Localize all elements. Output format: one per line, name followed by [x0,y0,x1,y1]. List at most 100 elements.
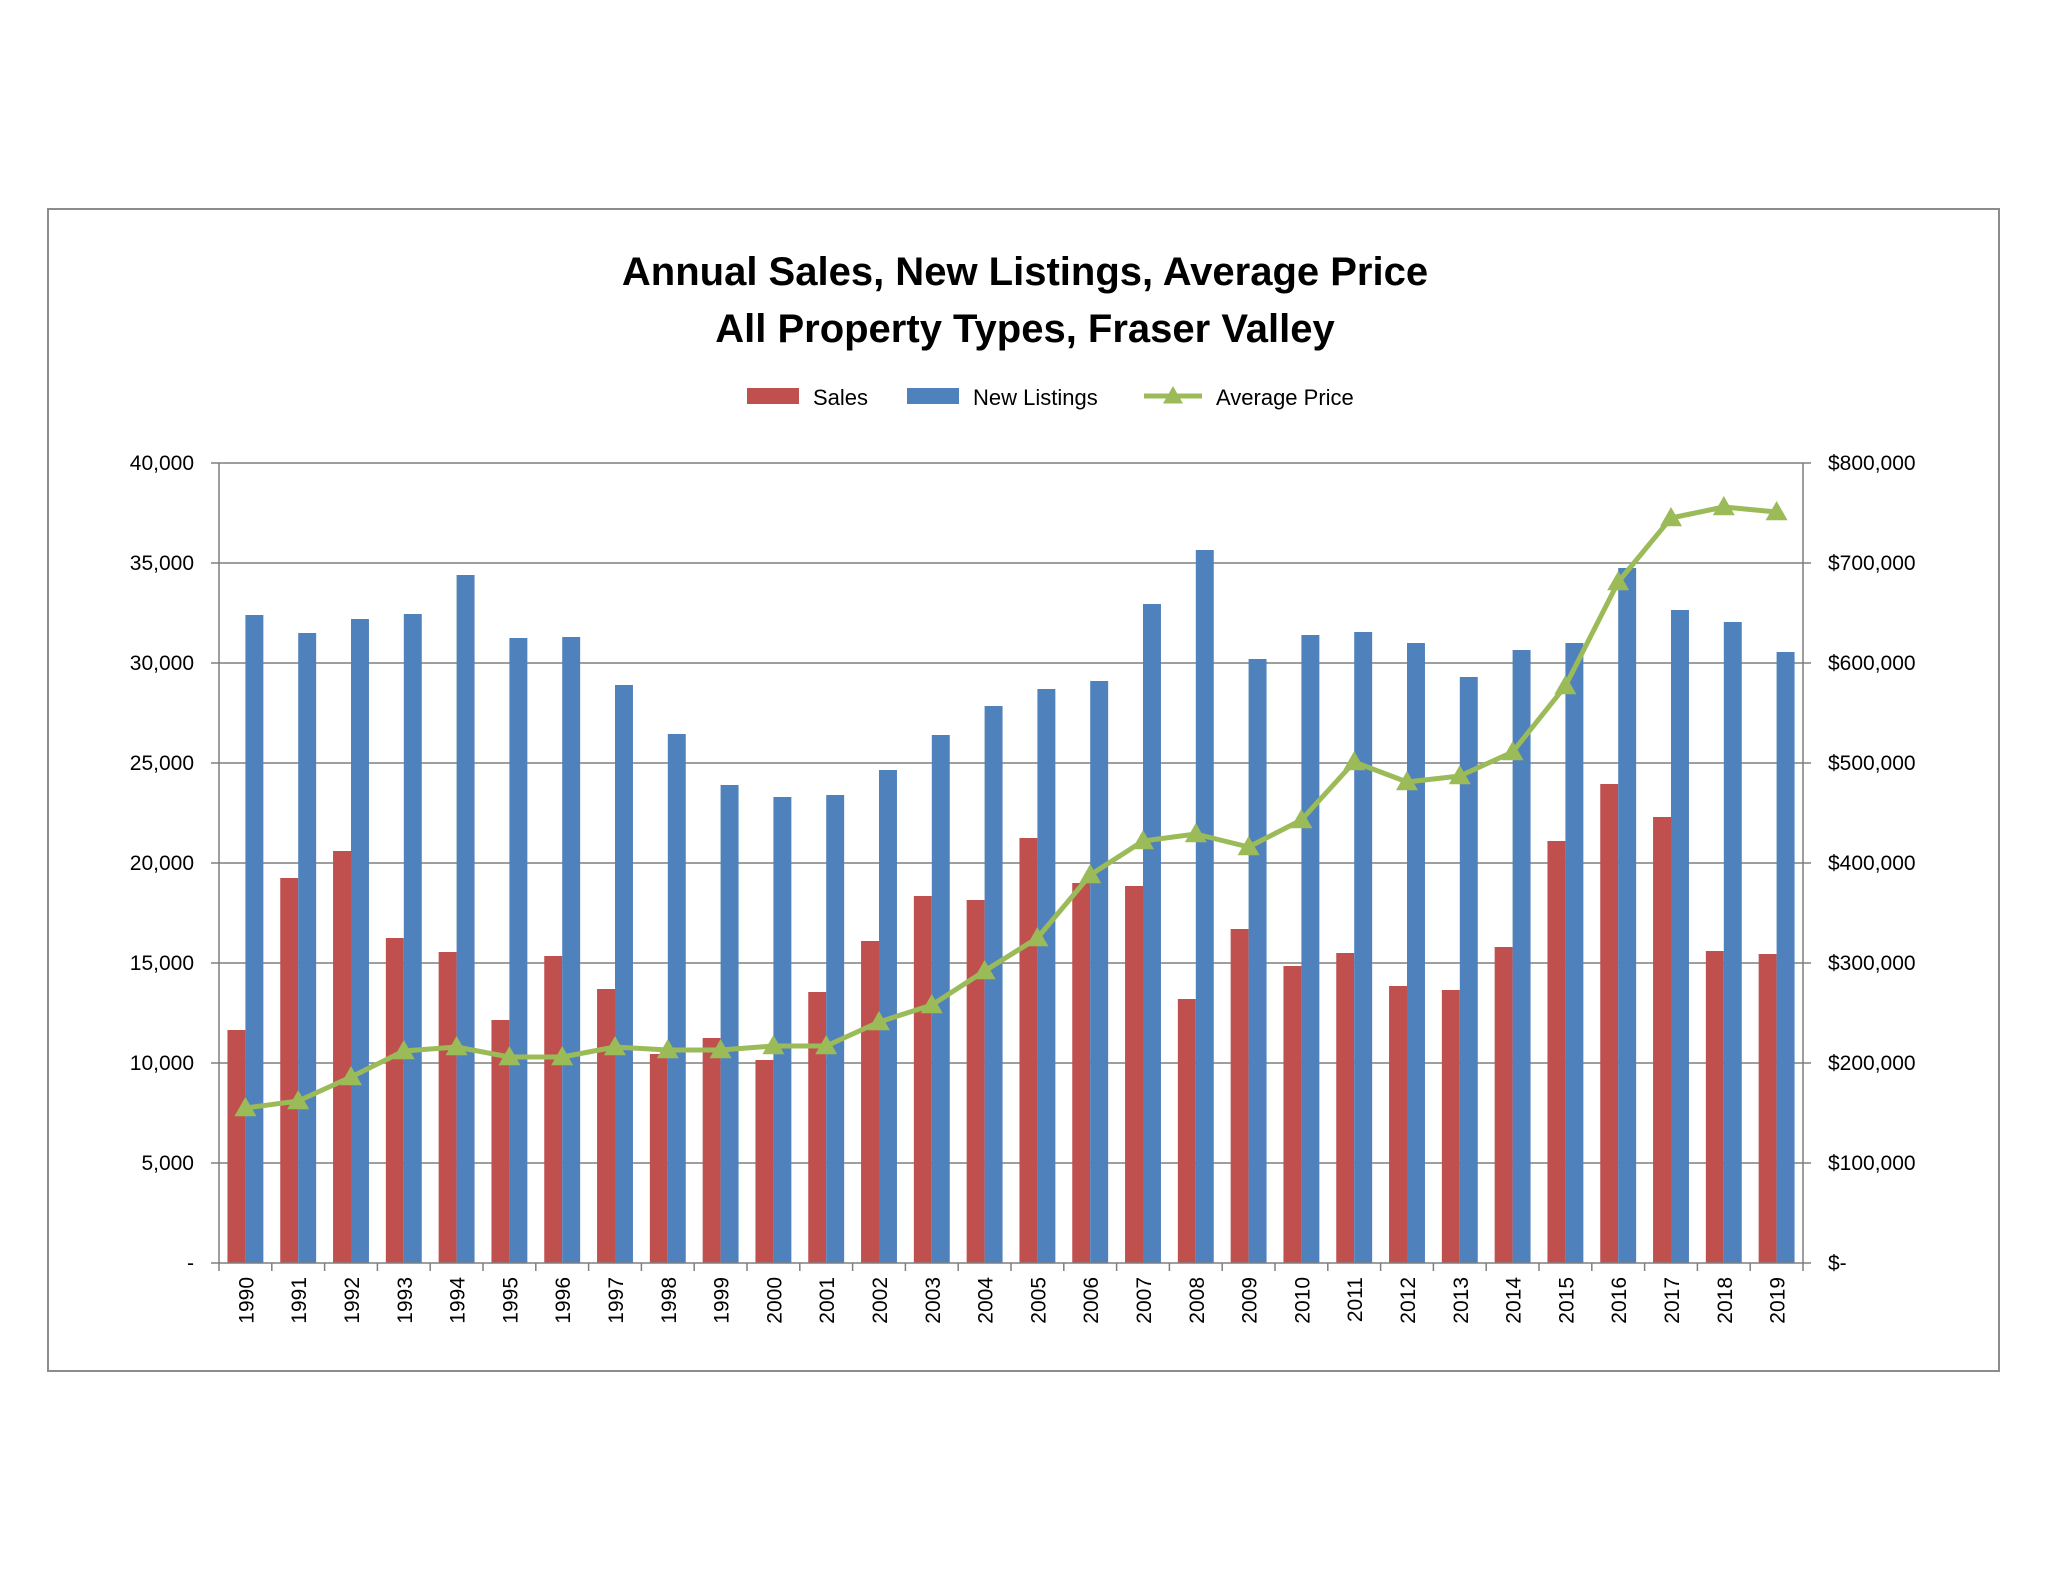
marker-average-price [604,1036,626,1056]
left-axis-tick-label: 30,000 [130,652,194,675]
x-axis-tick-label: 1990 [235,1277,258,1324]
bar-sales [913,896,932,1263]
marker-average-price [445,1036,468,1056]
bar-sales [1758,954,1777,1263]
right-axis-tick-label: $400,000 [1828,852,1916,875]
bar-new-listings [667,734,686,1263]
marker-average-price [1396,771,1418,791]
right-axis-tick-label: $500,000 [1828,752,1916,775]
bar-sales [438,952,457,1263]
marker-average-price [1184,823,1207,843]
marker-average-price [1448,765,1471,785]
bar-new-listings [1090,681,1109,1263]
bar-sales [1547,841,1566,1263]
x-axis-tick-label: 1997 [605,1277,628,1324]
bar-sales [1019,838,1038,1263]
x-axis-tick-label: 1995 [499,1277,522,1324]
left-axis-tick-label: 15,000 [130,952,194,975]
bar-new-listings [1671,610,1689,1263]
bar-sales [1177,999,1196,1263]
marker-average-price [498,1046,521,1066]
x-axis-tick-label: 2016 [1608,1277,1631,1324]
marker-average-price [1343,751,1366,771]
bar-sales [385,938,404,1263]
right-axis-tick-label: $800,000 [1828,452,1916,475]
bar-new-listings [1723,622,1742,1263]
bar-new-listings [615,685,633,1263]
bar-new-listings [1565,643,1584,1263]
bar-new-listings [1143,604,1161,1263]
bar-new-listings [984,706,1003,1263]
legend: Sales New Listings Average Price [747,385,1354,410]
right-axis-tick-label: $300,000 [1828,952,1916,975]
right-axis-tick-label: $700,000 [1828,552,1916,575]
marker-average-price [1290,809,1313,829]
bar-sales [280,878,299,1263]
bar-new-listings [1776,652,1795,1263]
bar-sales [1125,886,1143,1263]
bar-new-listings [509,638,528,1263]
left-axis-tick-label: 10,000 [130,1052,194,1075]
chart-title: Annual Sales, New Listings, Average Pric… [622,250,1428,294]
bar-sales [1072,883,1091,1263]
bar-new-listings [1407,643,1425,1263]
bar-new-listings [826,795,845,1263]
bar-sales [227,1030,246,1263]
x-axis-tick-label: 2017 [1661,1277,1684,1324]
x-axis-tick-label: 2007 [1133,1277,1156,1324]
marker-average-price [920,994,943,1014]
bar-sales [1336,953,1355,1263]
x-axis-tick-label: 2012 [1397,1277,1420,1324]
bar-sales [755,1060,774,1263]
marker-average-price [868,1011,890,1031]
legend-label-new-listings: New Listings [973,385,1098,410]
bar-new-listings [1354,632,1373,1263]
bar-sales [1653,817,1671,1263]
bar-new-listings [562,637,581,1263]
marker-average-price [392,1040,415,1060]
chart-frame: Annual Sales, New Listings, Average Pric… [47,208,2000,1372]
x-axis-tick-label: 1996 [552,1277,575,1324]
x-axis-tick-label: 2013 [1450,1277,1473,1324]
marker-average-price [340,1066,362,1086]
bar-sales [966,900,985,1263]
bar-new-listings [720,785,739,1263]
bar-new-listings [1037,689,1056,1263]
bar-sales [333,851,351,1263]
bar-new-listings [351,619,369,1263]
legend-swatch-new-listings [907,388,959,404]
bar-new-listings [773,797,792,1263]
right-axis-tick-label: $200,000 [1828,1052,1916,1075]
marker-average-price [1765,501,1788,521]
left-axis-tick-label: 5,000 [141,1152,194,1175]
bar-sales [1441,990,1460,1263]
x-axis-tick-label: 2019 [1767,1277,1790,1324]
marker-average-price [1554,675,1577,695]
left-axis-tick-label: - [187,1252,194,1275]
marker-average-price [1237,836,1260,856]
bar-sales [1283,966,1302,1263]
bar-sales [1230,929,1249,1263]
bar-sales [861,941,879,1263]
bar-new-listings [1248,659,1267,1263]
legend-label-sales: Sales [813,385,868,410]
right-axis-tick-label: $- [1828,1252,1847,1275]
left-axis-tick-label: 40,000 [130,452,194,475]
bar-new-listings [456,575,475,1263]
marker-average-price [709,1039,732,1059]
x-axis-tick-label: 2018 [1714,1277,1737,1324]
bar-sales [544,956,563,1263]
x-axis-tick-label: 2010 [1291,1277,1314,1324]
bar-sales [597,989,615,1263]
x-axis-tick-label: 2005 [1027,1277,1050,1324]
x-axis-tick-label: 2001 [816,1277,839,1324]
x-axis-tick-label: 1999 [711,1277,734,1324]
x-axis-tick-label: 2003 [922,1277,945,1324]
plot-area: - 5,000 10,000 15,000 20,000 25,000 30,000 35,0… [130,452,1916,1324]
chart-subtitle: All Property Types, Fraser Valley [715,307,1335,351]
bar-new-listings [1459,677,1478,1263]
marker-average-price [551,1046,574,1066]
x-axis-tick-label: 1994 [447,1277,470,1324]
x-axis-tick-label: 1991 [288,1277,311,1324]
marker-average-price [1501,741,1524,761]
